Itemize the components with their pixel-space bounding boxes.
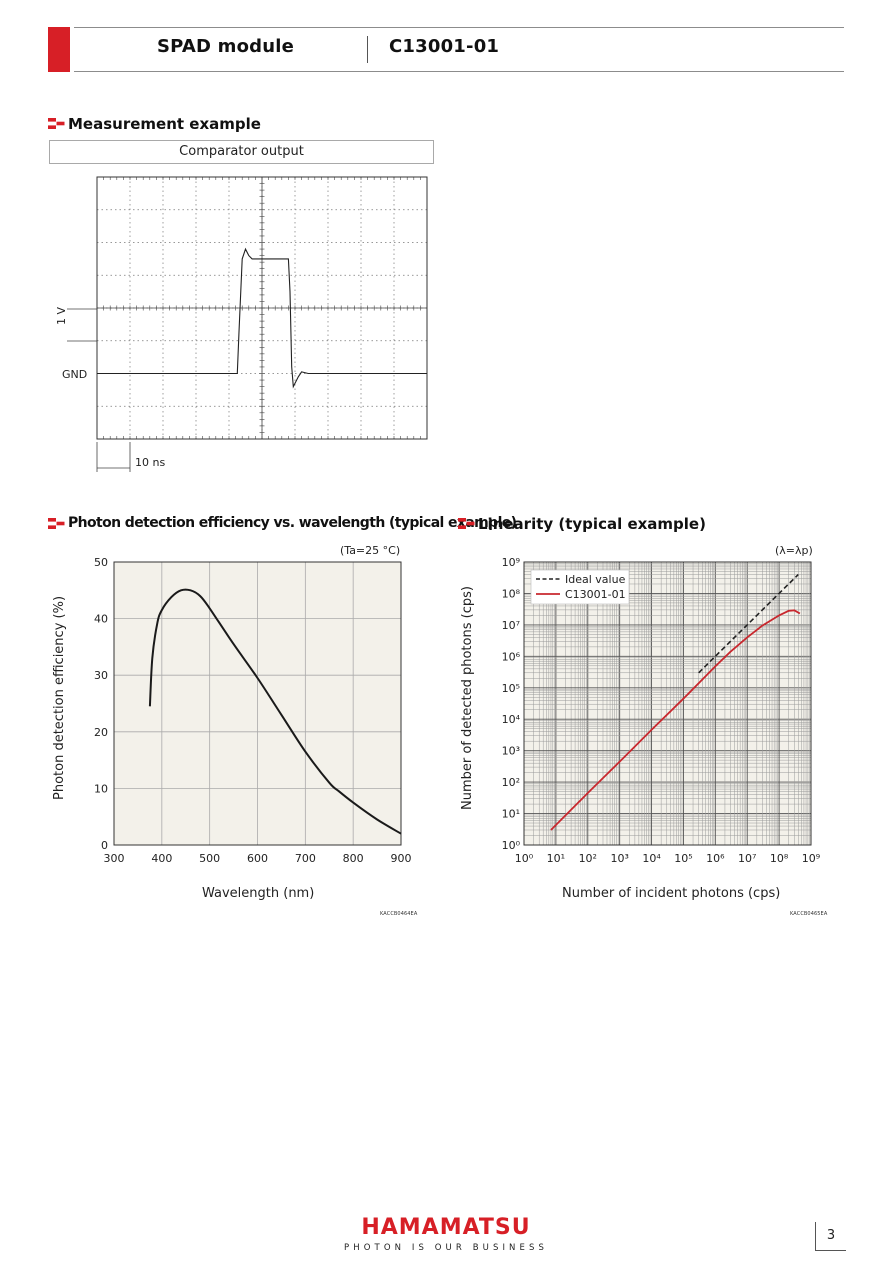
pde-x-tick-label: 300	[104, 852, 125, 865]
header-rule-bottom	[74, 71, 844, 72]
lin-y-tick-label: 10⁵	[502, 682, 520, 695]
pde-x-tick-label: 600	[247, 852, 268, 865]
lin-x-tick-label: 10⁷	[738, 852, 756, 865]
time-scale-label: 10 ns	[135, 456, 166, 469]
measured-line	[550, 609, 801, 831]
linearity-condition: (λ=λp)	[775, 544, 813, 557]
lin-x-tick-label: 10⁶	[706, 852, 725, 865]
lin-y-tick-label: 10⁴	[502, 713, 521, 726]
lin-x-tick-label: 10²	[579, 852, 597, 865]
pde-chart-code: KACCB0464EA	[380, 911, 418, 917]
pde-x-tick-label: 900	[391, 852, 412, 865]
pde-x-axis-title: Wavelength (nm)	[202, 886, 315, 901]
pde-curve	[148, 588, 402, 835]
lin-y-tick-label: 10³	[502, 745, 520, 758]
pde-y-axis-title: Photon detection efficiency (%)	[52, 595, 67, 800]
pde-frame	[113, 561, 402, 846]
oscilloscope-grid	[96, 176, 428, 440]
legend-ideal-label: Ideal value	[565, 573, 626, 586]
pde-y-tick-label: 50	[94, 556, 108, 569]
linearity-frame	[523, 561, 812, 846]
pde-x-tick-label: 400	[151, 852, 172, 865]
lin-x-tick-label: 10⁹	[802, 852, 820, 865]
linearity-y-axis-title: Number of detected photons (cps)	[460, 586, 475, 810]
linearity-tick-labels: 10⁰ 10¹ 10² 10³ 10⁴ 10⁵ 10⁶ 10⁷ 10⁸ 10⁹ 10⁰ 10¹ 10² 1…	[502, 556, 821, 865]
linearity-section-title: Linearity (typical example)	[478, 515, 706, 533]
lin-y-tick-label: 10⁰	[502, 839, 521, 852]
linearity-legend	[530, 569, 630, 605]
lin-y-tick-label: 10¹	[502, 808, 520, 821]
pde-y-tick-label: 10	[94, 782, 108, 795]
pde-x-tick-label: 500	[199, 852, 220, 865]
hamamatsu-logo: HAMAMATSU	[361, 1215, 531, 1240]
oscilloscope-frame	[96, 176, 428, 440]
pde-condition: (Ta=25 °C)	[340, 544, 401, 557]
pde-section-title: Photon detection efficiency vs. waveleng…	[68, 515, 517, 531]
pde-tick-labels: 300 400 500 600 700 800 900 0 10 20 30 40 50	[94, 556, 412, 865]
lin-y-tick-label: 10⁷	[502, 619, 520, 632]
voltage-scale-label: 1 V	[55, 306, 68, 325]
lin-x-tick-label: 10⁸	[770, 852, 789, 865]
pde-y-tick-label: 0	[101, 839, 108, 852]
lin-x-tick-label: 10³	[610, 852, 628, 865]
logo-tagline: PHOTON IS OUR BUSINESS	[344, 1243, 548, 1253]
header-model: C13001-01	[389, 36, 500, 57]
header-accent-bar	[48, 27, 70, 72]
comparator-caption: Comparator output	[49, 140, 434, 164]
lin-x-tick-label: 10¹	[547, 852, 565, 865]
linearity-chart-code: KACCB0465EA	[790, 911, 828, 917]
legend-measured-label: C13001-01	[565, 588, 626, 601]
linearity-x-axis-title: Number of incident photons (cps)	[562, 886, 781, 901]
pde-chart: 300 400 500 600 700 800 900 0 10 20 30 40 50	[94, 556, 412, 865]
ideal-value-line	[698, 573, 799, 674]
lin-y-tick-label: 10⁹	[502, 556, 520, 569]
lin-y-tick-label: 10⁸	[502, 587, 521, 600]
header-separator	[367, 36, 368, 63]
pde-y-tick-label: 30	[94, 669, 108, 682]
pde-x-tick-label: 800	[343, 852, 364, 865]
page-number: 3	[815, 1222, 846, 1251]
section-bullet-icon	[458, 518, 475, 529]
section-bullet-icon	[48, 118, 65, 129]
linearity-chart: 10⁰ 10¹ 10² 10³ 10⁴ 10⁵ 10⁶ 10⁷ 10⁸ 10⁹ 10⁰ 10¹ 10² 1…	[502, 556, 821, 865]
oscilloscope-chart	[67, 176, 428, 472]
linearity-grid	[523, 562, 811, 846]
header-product-line: SPAD module	[157, 36, 295, 57]
lin-x-tick-label: 10⁰	[515, 852, 534, 865]
pde-y-tick-label: 40	[94, 613, 108, 626]
pde-y-tick-label: 20	[94, 726, 108, 739]
lin-y-tick-label: 10⁶	[502, 650, 521, 663]
lin-x-tick-label: 10⁴	[642, 852, 661, 865]
lin-y-tick-label: 10²	[502, 776, 520, 789]
ground-label: GND	[62, 368, 88, 381]
lin-x-tick-label: 10⁵	[674, 852, 692, 865]
header-rule-top	[74, 27, 844, 28]
measurement-section-title: Measurement example	[68, 115, 261, 133]
pde-x-tick-label: 700	[295, 852, 316, 865]
section-bullet-icon	[48, 518, 65, 529]
comparator-trace	[97, 247, 427, 389]
